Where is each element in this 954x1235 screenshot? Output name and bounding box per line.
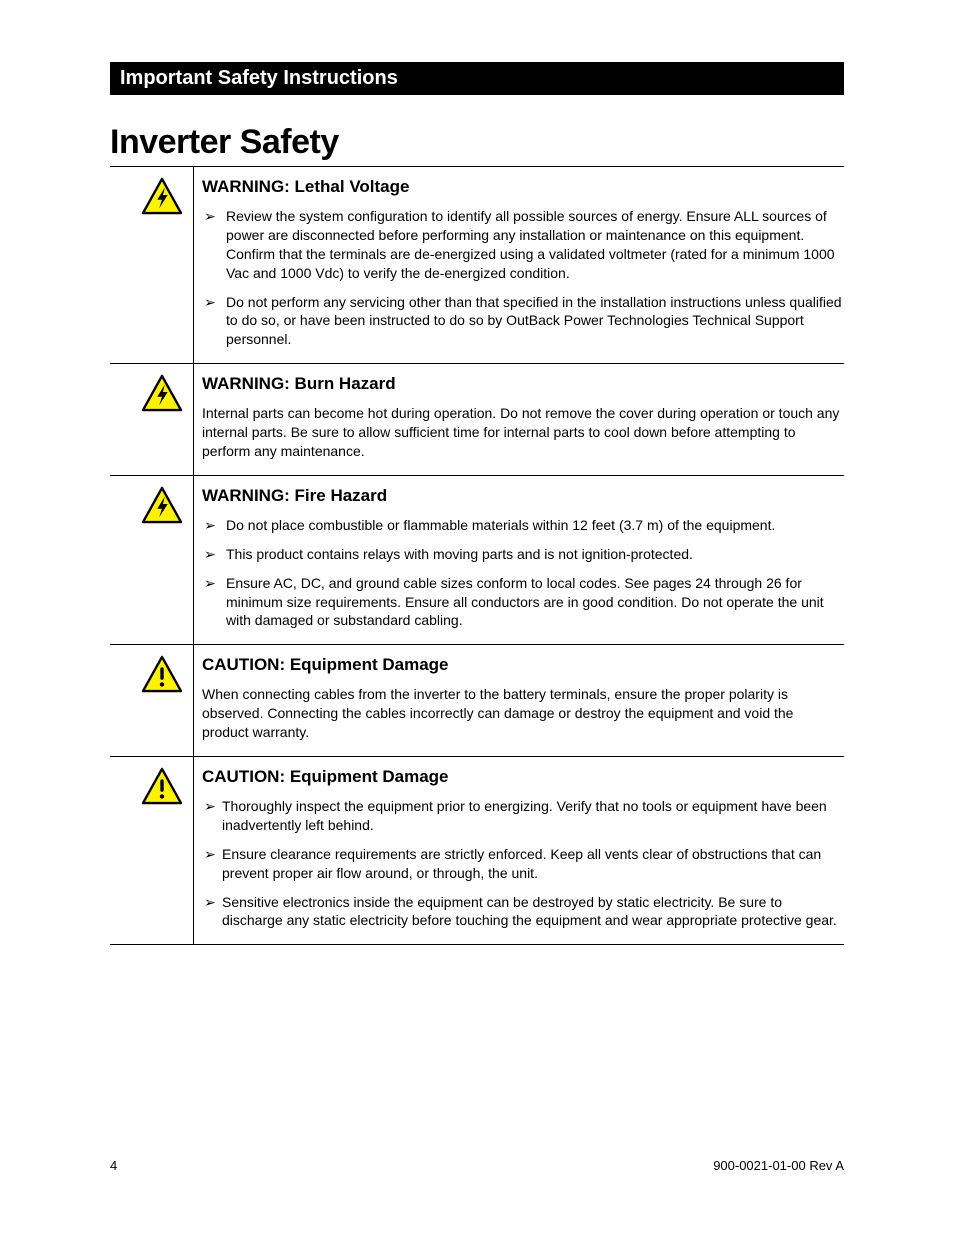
list-item: Ensure AC, DC, and ground cable sizes co… <box>202 574 844 631</box>
section-body: WARNING: Burn Hazard Internal parts can b… <box>194 364 844 475</box>
page-title: Inverter Safety <box>110 123 844 162</box>
list-item: Ensure clearance requirements are strict… <box>202 845 844 883</box>
safety-section: WARNING: Burn Hazard Internal parts can b… <box>110 364 844 476</box>
page-footer: 4 900-0021-01-00 Rev A <box>110 1158 844 1173</box>
section-heading: CAUTION: Equipment Damage <box>202 767 844 787</box>
section-body: CAUTION: Equipment Damage When connecting… <box>194 645 844 756</box>
warning-bolt-icon <box>110 364 194 475</box>
safety-section: CAUTION: Equipment Damage Thoroughly insp… <box>110 757 844 945</box>
section-paragraph: Internal parts can become hot during ope… <box>202 404 844 461</box>
doc-id: 900-0021-01-00 Rev A <box>713 1158 844 1173</box>
list-item: Review the system configuration to ident… <box>202 207 844 283</box>
safety-sections: WARNING: Lethal Voltage Review the system… <box>110 166 844 945</box>
section-list: Thoroughly inspect the equipment prior t… <box>202 797 844 930</box>
section-list: Review the system configuration to ident… <box>202 207 844 349</box>
warning-bolt-icon <box>110 167 194 363</box>
page-number: 4 <box>110 1158 117 1173</box>
section-heading: WARNING: Fire Hazard <box>202 486 844 506</box>
list-item: Do not perform any servicing other than … <box>202 293 844 350</box>
list-item: This product contains relays with moving… <box>202 545 844 564</box>
safety-section: WARNING: Fire Hazard Do not place combust… <box>110 476 844 645</box>
list-item: Sensitive electronics inside the equipme… <box>202 893 844 931</box>
safety-section: WARNING: Lethal Voltage Review the system… <box>110 167 844 364</box>
list-item: Do not place combustible or flammable ma… <box>202 516 844 535</box>
section-heading: CAUTION: Equipment Damage <box>202 655 844 675</box>
section-heading: WARNING: Lethal Voltage <box>202 177 844 197</box>
safety-section: CAUTION: Equipment Damage When connecting… <box>110 645 844 757</box>
section-list: Do not place combustible or flammable ma… <box>202 516 844 630</box>
caution-exclaim-icon <box>110 757 194 944</box>
section-body: WARNING: Fire Hazard Do not place combust… <box>194 476 844 644</box>
section-body: CAUTION: Equipment Damage Thoroughly insp… <box>194 757 844 944</box>
section-banner: Important Safety Instructions <box>110 62 844 95</box>
section-heading: WARNING: Burn Hazard <box>202 374 844 394</box>
section-body: WARNING: Lethal Voltage Review the system… <box>194 167 844 363</box>
list-item: Thoroughly inspect the equipment prior t… <box>202 797 844 835</box>
warning-bolt-icon <box>110 476 194 644</box>
section-paragraph: When connecting cables from the inverter… <box>202 685 844 742</box>
caution-exclaim-icon <box>110 645 194 756</box>
